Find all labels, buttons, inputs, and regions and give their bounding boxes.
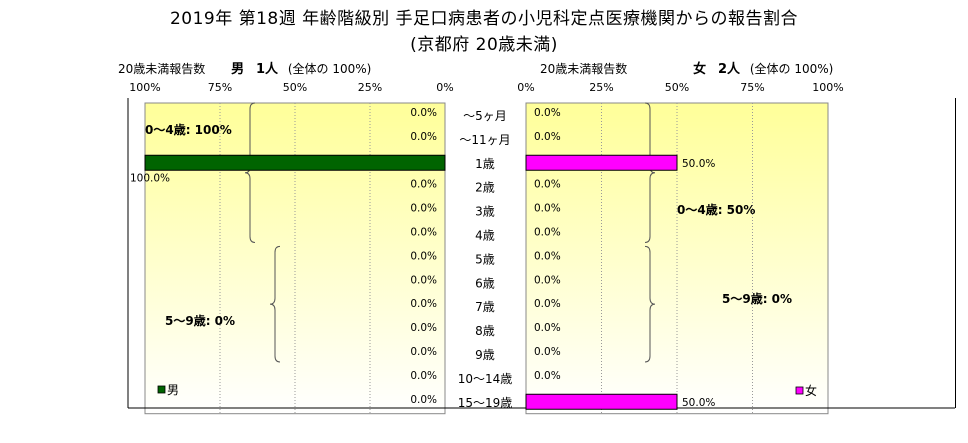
male-data-label: 0.0%	[410, 226, 437, 238]
male-header-count: 1人	[255, 62, 278, 77]
female-annotation-5-9: 5〜9歳: 0%	[722, 291, 792, 306]
female-data-label: 0.0%	[534, 226, 561, 238]
male-annotation-5-9: 5〜9歳: 0%	[165, 313, 235, 328]
category-label: 3歳	[475, 205, 495, 219]
male-data-label: 0.0%	[410, 203, 437, 215]
male-header-note: (全体の 100%)	[287, 62, 372, 76]
category-label: 9歳	[475, 348, 495, 362]
male-data-label: 0.0%	[410, 107, 437, 119]
category-label: 10〜14歳	[458, 372, 513, 386]
female-annotation-0-4: 0〜4歳: 50%	[677, 202, 755, 217]
category-label: 15〜19歳	[458, 396, 513, 410]
female-data-label: 50.0%	[682, 158, 715, 170]
category-label: 〜11ヶ月	[459, 133, 510, 147]
female-data-label: 0.0%	[534, 298, 561, 310]
male-x-tick-label: 25%	[358, 81, 382, 94]
female-header-sex: 女	[693, 62, 707, 77]
female-data-label: 0.0%	[534, 107, 561, 119]
female-header-count: 2人	[717, 62, 740, 77]
category-label: 2歳	[475, 181, 495, 195]
female-bar	[525, 154, 678, 171]
female-data-label: 0.0%	[534, 250, 561, 262]
male-x-tick-label: 75%	[208, 81, 232, 94]
male-bar	[144, 154, 446, 171]
male-data-label: 0.0%	[410, 346, 437, 358]
female-legend-swatch	[795, 386, 804, 395]
male-x-tick-label: 50%	[283, 81, 307, 94]
female-legend-label: 女	[805, 383, 817, 398]
female-header: 20歳未満報告数 女 2人 (全体の 100%)	[540, 58, 833, 77]
female-brace-5-9	[644, 245, 656, 363]
female-data-label: 0.0%	[534, 370, 561, 382]
female-header-note: (全体の 100%)	[749, 62, 834, 76]
male-header: 20歳未満報告数 男 1人 (全体の 100%)	[118, 58, 371, 77]
male-data-label: 0.0%	[410, 322, 437, 334]
female-x-tick-label: 50%	[665, 81, 689, 94]
category-label: 4歳	[475, 228, 495, 242]
male-legend-label: 男	[167, 383, 179, 397]
female-x-tick-label: 75%	[740, 81, 764, 94]
male-data-label: 0.0%	[410, 274, 437, 286]
female-x-tick-label: 25%	[589, 81, 613, 94]
female-header-label: 20歳未満報告数	[540, 62, 628, 76]
male-x-tick-label: 100%	[129, 81, 160, 94]
category-label: 5歳	[475, 252, 495, 266]
female-bar	[525, 393, 678, 410]
male-brace-0-4	[244, 102, 256, 243]
chart-title: 2019年 第18週 年齢階級別 手足口病患者の小児科定点医療機関からの報告割合	[169, 9, 799, 29]
female-brace-0-4	[644, 102, 656, 243]
category-label: 1歳	[475, 157, 495, 171]
female-data-label: 0.0%	[534, 179, 561, 191]
female-data-label: 0.0%	[534, 274, 561, 286]
male-header-sex: 男	[231, 62, 245, 77]
female-data-label: 0.0%	[534, 131, 561, 143]
chart-subtitle: (京都府 20歳未満)	[410, 35, 558, 55]
male-data-label: 0.0%	[410, 298, 437, 310]
male-brace-5-9	[269, 245, 281, 363]
male-header-label: 20歳未満報告数	[118, 62, 206, 76]
category-label: 〜5ヶ月	[463, 109, 507, 123]
female-data-label: 0.0%	[534, 322, 561, 334]
category-label: 7歳	[475, 300, 495, 314]
category-label: 8歳	[475, 324, 495, 338]
male-annotation-0-4: 0〜4歳: 100%	[145, 122, 232, 137]
female-data-label: 50.0%	[682, 397, 715, 409]
female-x-tick-label: 0%	[517, 81, 534, 94]
male-data-label: 0.0%	[410, 131, 437, 143]
male-data-label: 100.0%	[130, 172, 170, 184]
female-x-tick-label: 100%	[812, 81, 843, 94]
male-x-tick-label: 0%	[436, 81, 453, 94]
frame-right-edge	[955, 98, 956, 408]
female-data-label: 0.0%	[534, 203, 561, 215]
male-legend-swatch	[157, 385, 166, 394]
male-data-label: 0.0%	[410, 179, 437, 191]
male-data-label: 0.0%	[410, 394, 437, 406]
female-data-label: 0.0%	[534, 346, 561, 358]
category-label: 6歳	[475, 276, 495, 290]
male-data-label: 0.0%	[410, 250, 437, 262]
male-data-label: 0.0%	[410, 370, 437, 382]
